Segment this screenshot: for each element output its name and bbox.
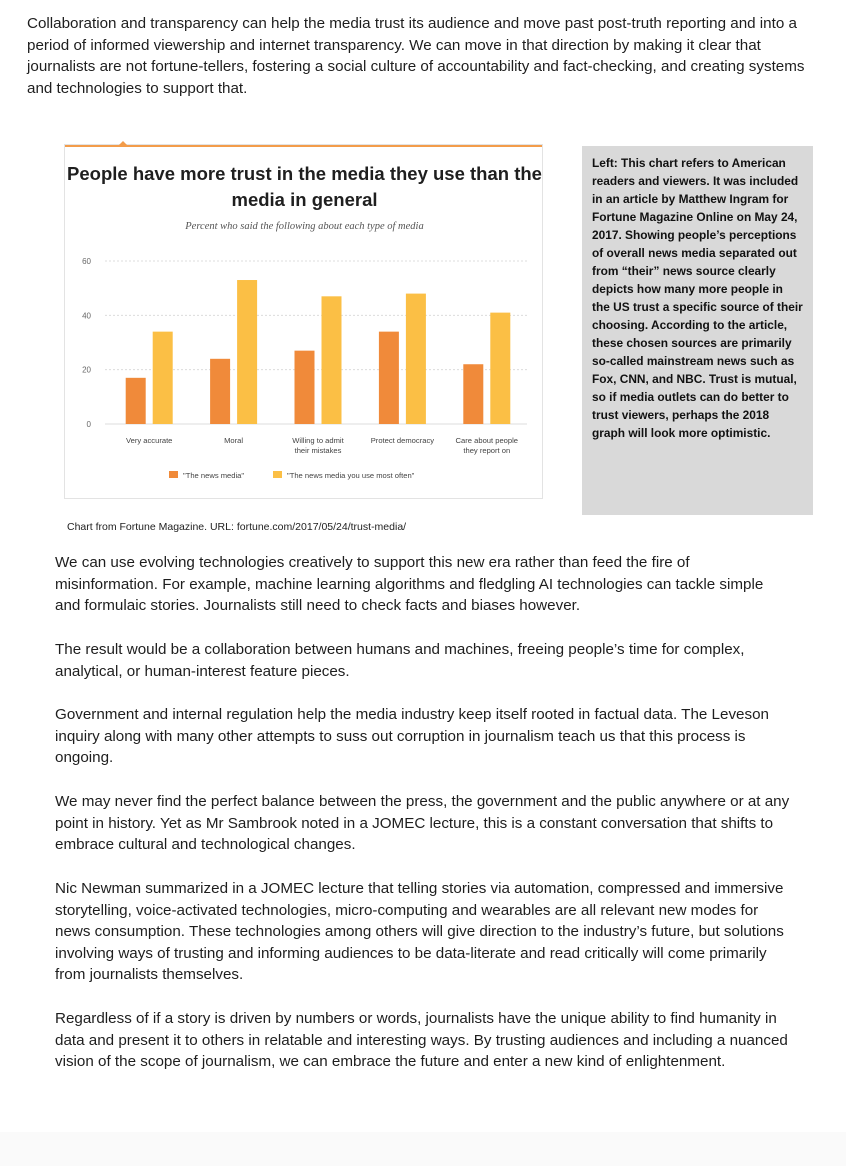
chart-plot: 0 20 40 60 Very accurate Moral Willing to admi… xyxy=(82,257,527,480)
bar xyxy=(237,280,258,424)
body-paragraph: Regardless of if a story is driven by nu… xyxy=(55,1010,788,1071)
chart-caption: Chart from Fortune Magazine. URL: fortun… xyxy=(67,521,407,533)
body-paragraph: We can use evolving technologies creativ… xyxy=(55,554,764,615)
bar xyxy=(210,358,231,424)
chart-subtitle: Percent who said the following about eac… xyxy=(185,221,424,232)
bar xyxy=(294,350,315,424)
trust-chart: People have more trust in the media they… xyxy=(64,141,543,499)
bar xyxy=(378,331,399,424)
bar xyxy=(463,364,484,424)
y-tick-label: 0 xyxy=(87,420,92,429)
page-bottom-band xyxy=(0,1132,846,1166)
x-tick-label: their mistakes xyxy=(295,446,342,455)
intro-paragraph: Collaboration and transparency can help … xyxy=(27,15,805,97)
legend-swatch xyxy=(273,471,282,478)
legend-swatch xyxy=(169,471,178,478)
body-paragraph: Government and internal regulation help … xyxy=(55,706,769,767)
x-tick-label: they report on xyxy=(463,446,510,455)
chart-accent-marker xyxy=(119,141,127,145)
x-tick-label: Very accurate xyxy=(126,436,172,445)
body-paragraph: We may never find the perfect balance be… xyxy=(55,793,790,854)
chart-title: People have more trust in the media they… xyxy=(67,163,542,210)
bar xyxy=(125,377,146,424)
x-tick-label: Willing to admit xyxy=(292,436,344,445)
y-tick-label: 40 xyxy=(82,311,91,320)
sidebar-note-text: Left: This chart refers to American read… xyxy=(592,156,803,440)
bar xyxy=(490,312,511,424)
body-paragraph: Nic Newman summarized in a JOMEC lecture… xyxy=(55,880,784,984)
y-tick-label: 20 xyxy=(82,366,91,375)
bar xyxy=(321,296,342,424)
x-tick-label: Protect democracy xyxy=(371,436,435,445)
legend-label: "The news media you use most often" xyxy=(287,471,415,480)
bar xyxy=(152,331,173,424)
x-tick-label: Moral xyxy=(224,436,243,445)
chart-accent-line xyxy=(65,145,542,147)
bar xyxy=(405,293,426,424)
body-paragraph: The result would be a collaboration betw… xyxy=(55,641,745,680)
x-tick-label: Care about people xyxy=(456,436,519,445)
legend-label: "The news media" xyxy=(183,471,244,480)
sidebar-note: Left: This chart refers to American read… xyxy=(582,146,813,515)
y-tick-label: 60 xyxy=(82,257,91,266)
